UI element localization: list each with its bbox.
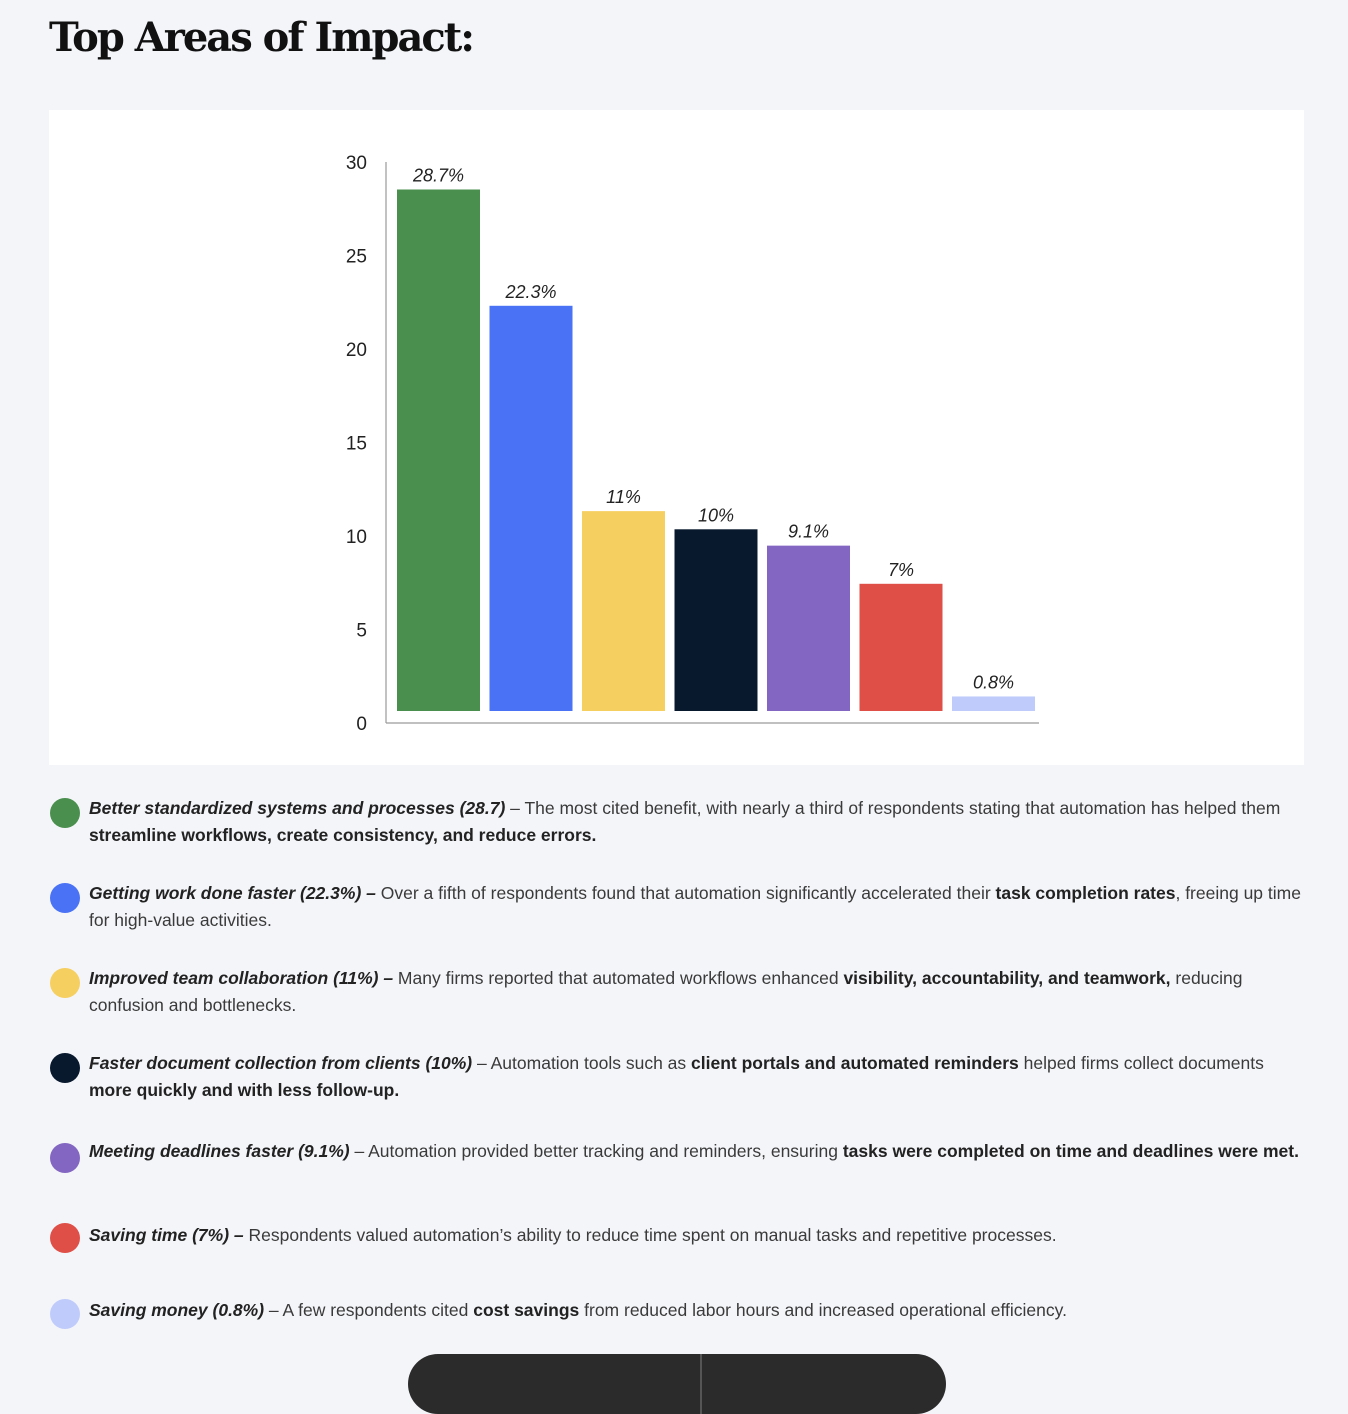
legend-description: – Automation tools such as — [472, 1053, 692, 1073]
legend-item-title: Improved team collaboration (11%) – — [89, 968, 394, 988]
chart-card: 0 5 10 15 20 25 30 28.7% 22.3% 11% 10% 9.1% 7% 0.8% — [49, 110, 1304, 765]
legend-text: Better standardized systems and processe… — [89, 795, 1305, 849]
legend-text: Saving time (7%) – Respondents valued au… — [89, 1222, 1305, 1249]
legend-description: – Automation provided better tracking an… — [349, 1141, 843, 1161]
legend-item: Getting work done faster (22.3%) – Over … — [50, 880, 1305, 934]
action-bar-divider — [700, 1354, 702, 1414]
bar — [489, 305, 573, 711]
legend-text: Saving money (0.8%) – A few respondents … — [89, 1297, 1305, 1324]
legend-item-title: Better standardized systems and processe… — [89, 798, 506, 818]
legend-emphasis: tasks were completed on time and deadlin… — [842, 1141, 1299, 1161]
y-tick-label: 5 — [356, 621, 367, 642]
legend-description: helped firms collect documents — [1018, 1053, 1264, 1073]
legend-item: Improved team collaboration (11%) – Many… — [50, 965, 1305, 1019]
bar-data-label: 7% — [888, 560, 914, 580]
legend-color-dot — [50, 798, 80, 828]
legend-description: – A few respondents cited — [264, 1300, 474, 1320]
bar-chart: 0 5 10 15 20 25 30 28.7% 22.3% 11% 10% 9.1% 7% 0.8% — [346, 153, 1039, 735]
legend-description: Many firms reported that automated workf… — [393, 968, 844, 988]
bar — [952, 696, 1035, 711]
legend-item-title: Saving time (7%) – — [89, 1225, 244, 1245]
legend-item: Meeting deadlines faster (9.1%) – Automa… — [50, 1138, 1305, 1173]
legend-color-dot — [50, 1299, 80, 1329]
y-tick-label: 25 — [346, 247, 367, 268]
legend-item: Saving money (0.8%) – A few respondents … — [50, 1297, 1305, 1329]
legend-text: Getting work done faster (22.3%) – Over … — [89, 880, 1305, 934]
legend-item-title: Meeting deadlines faster (9.1%) — [89, 1141, 350, 1161]
legend-item: Faster document collection from clients … — [50, 1050, 1305, 1104]
bar-data-label: 11% — [606, 487, 641, 507]
legend-emphasis: visibility, accountability, and teamwork… — [843, 968, 1171, 988]
legend-description: Over a fifth of respondents found that a… — [375, 883, 996, 903]
y-tick-label: 30 — [346, 153, 367, 174]
y-tick-label: 15 — [346, 434, 367, 455]
legend-emphasis: streamline workflows, create consistency… — [89, 825, 597, 845]
legend-color-dot — [50, 883, 80, 913]
bar — [674, 529, 758, 711]
legend-description: from reduced labor hours and increased o… — [579, 1300, 1067, 1320]
legend-description: reducing confusion and bottlenecks. — [89, 968, 1243, 1015]
bar-data-label: 9.1% — [788, 522, 829, 542]
bottom-action-bar[interactable] — [408, 1354, 946, 1414]
legend-description: , freeing up time for high-value activit… — [89, 883, 1301, 930]
legend-description: – The most cited benefit, with nearly a … — [505, 798, 1281, 818]
legend-item: Better standardized systems and processe… — [50, 795, 1305, 849]
legend-item-title: Getting work done faster (22.3%) – — [89, 883, 376, 903]
legend-emphasis: task completion rates — [995, 883, 1176, 903]
legend-text: Meeting deadlines faster (9.1%) – Automa… — [89, 1138, 1305, 1165]
legend-text: Faster document collection from clients … — [89, 1050, 1305, 1104]
page-title: Top Areas of Impact: — [49, 14, 475, 61]
bar — [397, 189, 480, 711]
legend-color-dot — [50, 1053, 80, 1083]
legend-color-dot — [50, 968, 80, 998]
legend-emphasis: client portals and automated reminders — [691, 1053, 1019, 1073]
legend-color-dot — [50, 1223, 80, 1253]
legend-emphasis: more quickly and with less follow-up. — [89, 1080, 400, 1100]
bar-data-label: 0.8% — [973, 672, 1014, 692]
legend-item-title: Faster document collection from clients … — [89, 1053, 473, 1073]
y-tick-label: 10 — [346, 527, 367, 548]
legend-item-title: Saving money (0.8%) — [89, 1300, 265, 1320]
legend-color-dot — [50, 1143, 80, 1173]
bar — [582, 511, 665, 711]
y-tick-label: 20 — [346, 340, 367, 361]
bar-data-label: 28.7% — [412, 166, 464, 186]
y-tick-label: 0 — [356, 714, 367, 735]
bar-data-label: 22.3% — [504, 282, 556, 302]
bar — [767, 545, 850, 711]
bar-data-label: 10% — [698, 505, 734, 525]
legend-text: Improved team collaboration (11%) – Many… — [89, 965, 1305, 1019]
legend-description: Respondents valued automation’s ability … — [243, 1225, 1057, 1245]
bar — [859, 583, 943, 711]
legend-item: Saving time (7%) – Respondents valued au… — [50, 1222, 1305, 1253]
legend-emphasis: cost savings — [473, 1300, 580, 1320]
